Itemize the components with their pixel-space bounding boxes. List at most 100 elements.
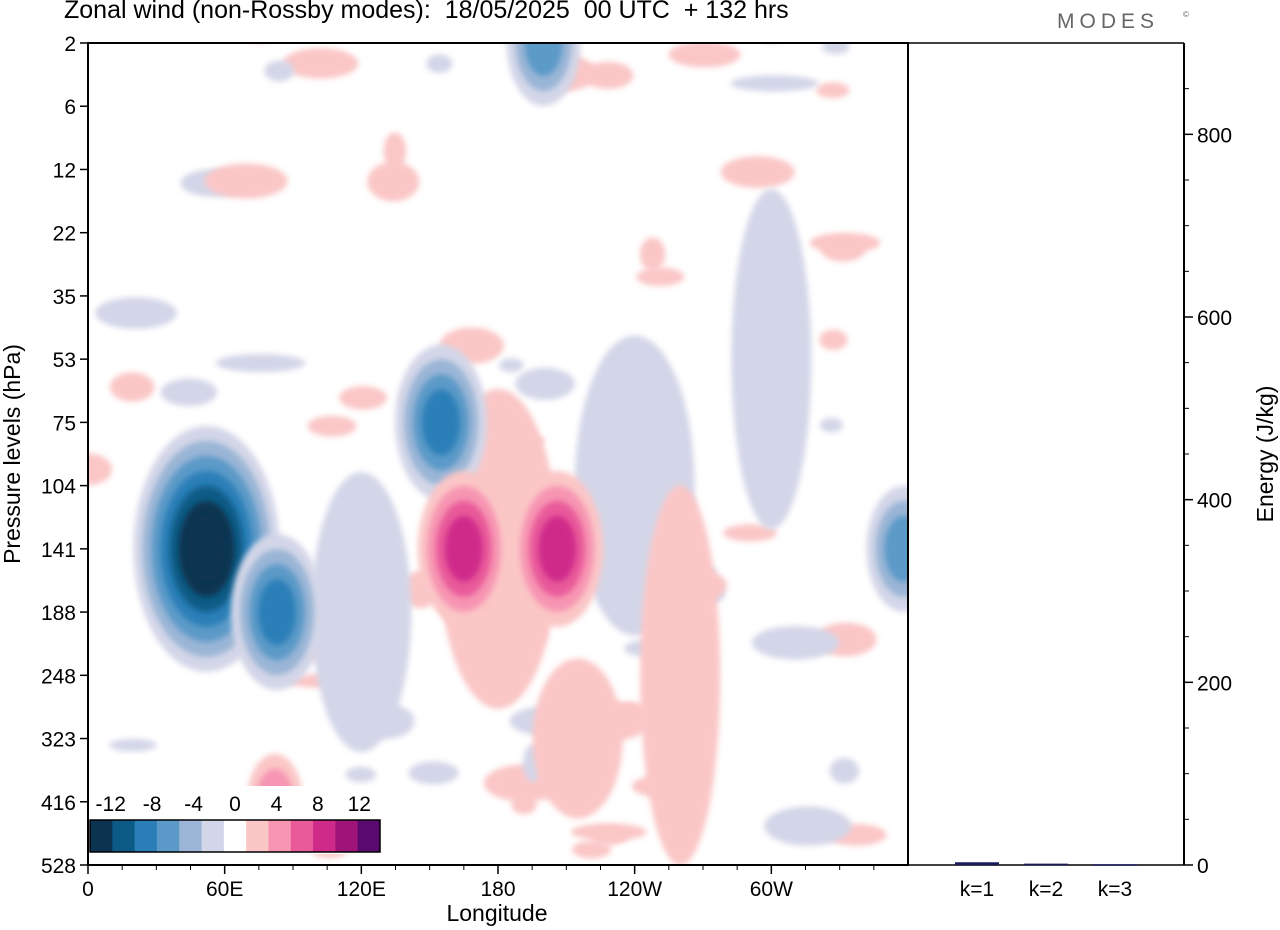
heat-blob — [408, 761, 459, 785]
y-tick-label: 104 — [41, 476, 76, 499]
y-tick-label: 248 — [41, 665, 76, 688]
x-axis: 0 60E 120E 180 120W 60W — [82, 865, 875, 901]
heat-blob — [160, 378, 217, 407]
heatmap-field — [88, 0, 908, 865]
heat-blob — [583, 61, 634, 89]
heat-contour — [240, 0, 278, 13]
heat-blob — [109, 738, 157, 752]
heat-blob — [571, 840, 612, 859]
heat-blob — [636, 267, 685, 287]
bar-category-label: k=2 — [1029, 878, 1063, 901]
heat-blob — [730, 75, 819, 92]
energy-tick-label: 600 — [1197, 307, 1232, 330]
heat-contour — [231, 0, 287, 28]
colorbar-swatch — [201, 820, 225, 852]
x-tick-label: 0 — [82, 878, 94, 901]
heat-contour — [734, 0, 808, 43]
heat-blob — [109, 372, 155, 402]
colorbar-swatch — [134, 820, 158, 852]
heat-blob — [570, 823, 647, 841]
energy-bars: k=1 k=2 k=3 — [955, 862, 1137, 901]
energy-tick-label: 400 — [1197, 490, 1232, 513]
heat-blob — [95, 297, 177, 329]
heat-blob — [345, 766, 377, 783]
colorbar-swatch — [179, 820, 203, 852]
energy-tick-label: 200 — [1197, 672, 1232, 695]
heat-blob — [367, 161, 420, 202]
colorbar-swatch — [290, 820, 314, 852]
heat-blob — [515, 367, 575, 400]
heat-blob — [822, 43, 850, 55]
heat-contour — [752, 0, 790, 13]
colorbar-swatch — [357, 820, 381, 852]
colorbar-swatch — [223, 820, 247, 852]
heat-contour — [187, 515, 226, 582]
energy-axis-title: Energy (J/kg) — [1252, 386, 1278, 523]
energy-tick-label: 800 — [1197, 124, 1232, 147]
y-tick-label: 53 — [53, 349, 76, 372]
colorbar-label: 8 — [312, 793, 324, 816]
y-tick-label: 2 — [64, 33, 76, 56]
y-tick-label: 75 — [53, 412, 76, 435]
energy-tick-label: 0 — [1197, 855, 1209, 878]
x-tick-label: 120W — [607, 878, 662, 901]
colorbar: -12 -8 -4 0 4 8 12 — [88, 786, 382, 854]
y-axis-title: Pressure levels (hPa) — [0, 344, 25, 564]
bar-category-label: k=1 — [960, 878, 994, 901]
colorbar-swatch — [335, 820, 359, 852]
modes-logo: MODES — [1057, 10, 1160, 33]
heat-blob — [282, 48, 359, 79]
heat-contour — [743, 0, 799, 28]
colorbar-swatch — [90, 820, 113, 852]
heat-contour — [538, 515, 577, 582]
heat-contour — [524, 43, 563, 76]
x-tick-label: 180 — [480, 878, 515, 901]
colorbar-label: 0 — [229, 793, 241, 816]
heat-blob — [809, 232, 881, 253]
colorbar-swatch — [156, 820, 180, 852]
heat-band — [640, 485, 721, 865]
heat-blob — [383, 132, 407, 170]
y-axis: 2 6 12 22 35 53 75 104 141 188 248 323 416 528 — [41, 33, 88, 878]
heat-blob — [819, 329, 848, 351]
colorbar-swatch — [313, 820, 336, 852]
colorbar-swatch — [268, 820, 292, 852]
energy-bar — [1093, 864, 1137, 866]
x-tick-label: 60E — [206, 878, 243, 901]
energy-bar — [1024, 863, 1068, 866]
heat-blob — [204, 163, 288, 199]
y-tick-label: 141 — [41, 539, 76, 562]
heat-band — [731, 189, 812, 530]
colorbar-label: -8 — [143, 793, 162, 816]
heat-blob — [88, 453, 112, 486]
energy-bar — [955, 862, 999, 865]
y-tick-label: 528 — [41, 855, 76, 878]
colorbar-label: -12 — [96, 793, 126, 816]
heat-blob — [215, 353, 306, 373]
colorbar-label: -4 — [184, 793, 203, 816]
y-tick-label: 416 — [41, 792, 76, 815]
colorbar-swatch — [246, 820, 269, 852]
heat-contour — [444, 515, 483, 582]
colorbar-label: 12 — [348, 793, 371, 816]
heat-contour — [258, 579, 297, 646]
copyright-mark: © — [1183, 10, 1189, 19]
heat-blob — [668, 43, 741, 68]
heat-blob — [264, 60, 295, 82]
x-tick-label: 60W — [750, 878, 793, 901]
heat-contour — [422, 389, 461, 456]
y-tick-label: 35 — [53, 286, 76, 309]
heat-blob — [751, 625, 840, 660]
bar-category-label: k=3 — [1098, 878, 1132, 901]
heat-blob — [723, 524, 777, 542]
y-tick-label: 323 — [41, 729, 76, 752]
heat-contour — [222, 0, 296, 43]
colorbar-swatch — [112, 820, 136, 852]
heat-blob — [307, 415, 357, 437]
heat-blob — [498, 358, 524, 373]
colorbar-label: 4 — [271, 793, 283, 816]
heat-blob — [764, 806, 852, 846]
y-tick-label: 188 — [41, 602, 76, 625]
y-tick-label: 22 — [53, 223, 76, 246]
